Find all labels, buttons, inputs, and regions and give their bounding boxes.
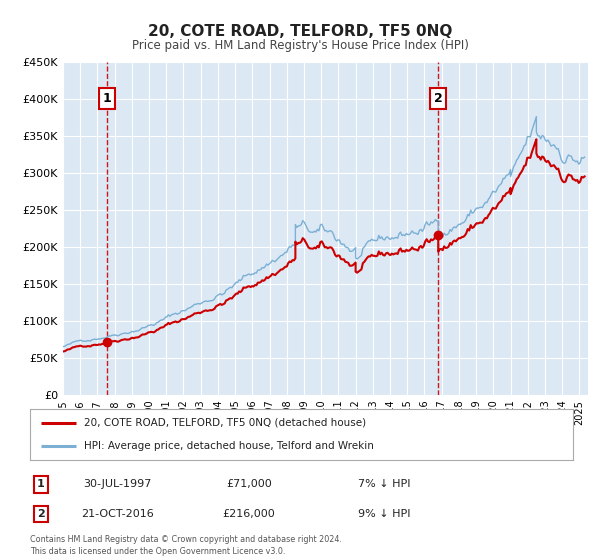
- Text: 20, COTE ROAD, TELFORD, TF5 0NQ (detached house): 20, COTE ROAD, TELFORD, TF5 0NQ (detache…: [85, 418, 367, 428]
- Text: HPI: Average price, detached house, Telford and Wrekin: HPI: Average price, detached house, Telf…: [85, 441, 374, 451]
- Text: Contains HM Land Registry data © Crown copyright and database right 2024.: Contains HM Land Registry data © Crown c…: [30, 535, 342, 544]
- Text: 30-JUL-1997: 30-JUL-1997: [83, 479, 151, 489]
- Text: £71,000: £71,000: [226, 479, 272, 489]
- Text: 21-OCT-2016: 21-OCT-2016: [80, 509, 154, 519]
- Text: £216,000: £216,000: [223, 509, 275, 519]
- Text: 1: 1: [103, 92, 112, 105]
- Text: Price paid vs. HM Land Registry's House Price Index (HPI): Price paid vs. HM Land Registry's House …: [131, 39, 469, 52]
- Text: 2: 2: [37, 509, 44, 519]
- Text: This data is licensed under the Open Government Licence v3.0.: This data is licensed under the Open Gov…: [30, 547, 286, 556]
- Text: 9% ↓ HPI: 9% ↓ HPI: [358, 509, 410, 519]
- Text: 2: 2: [434, 92, 443, 105]
- Text: 20, COTE ROAD, TELFORD, TF5 0NQ: 20, COTE ROAD, TELFORD, TF5 0NQ: [148, 24, 452, 39]
- Text: 1: 1: [37, 479, 44, 489]
- Text: 7% ↓ HPI: 7% ↓ HPI: [358, 479, 410, 489]
